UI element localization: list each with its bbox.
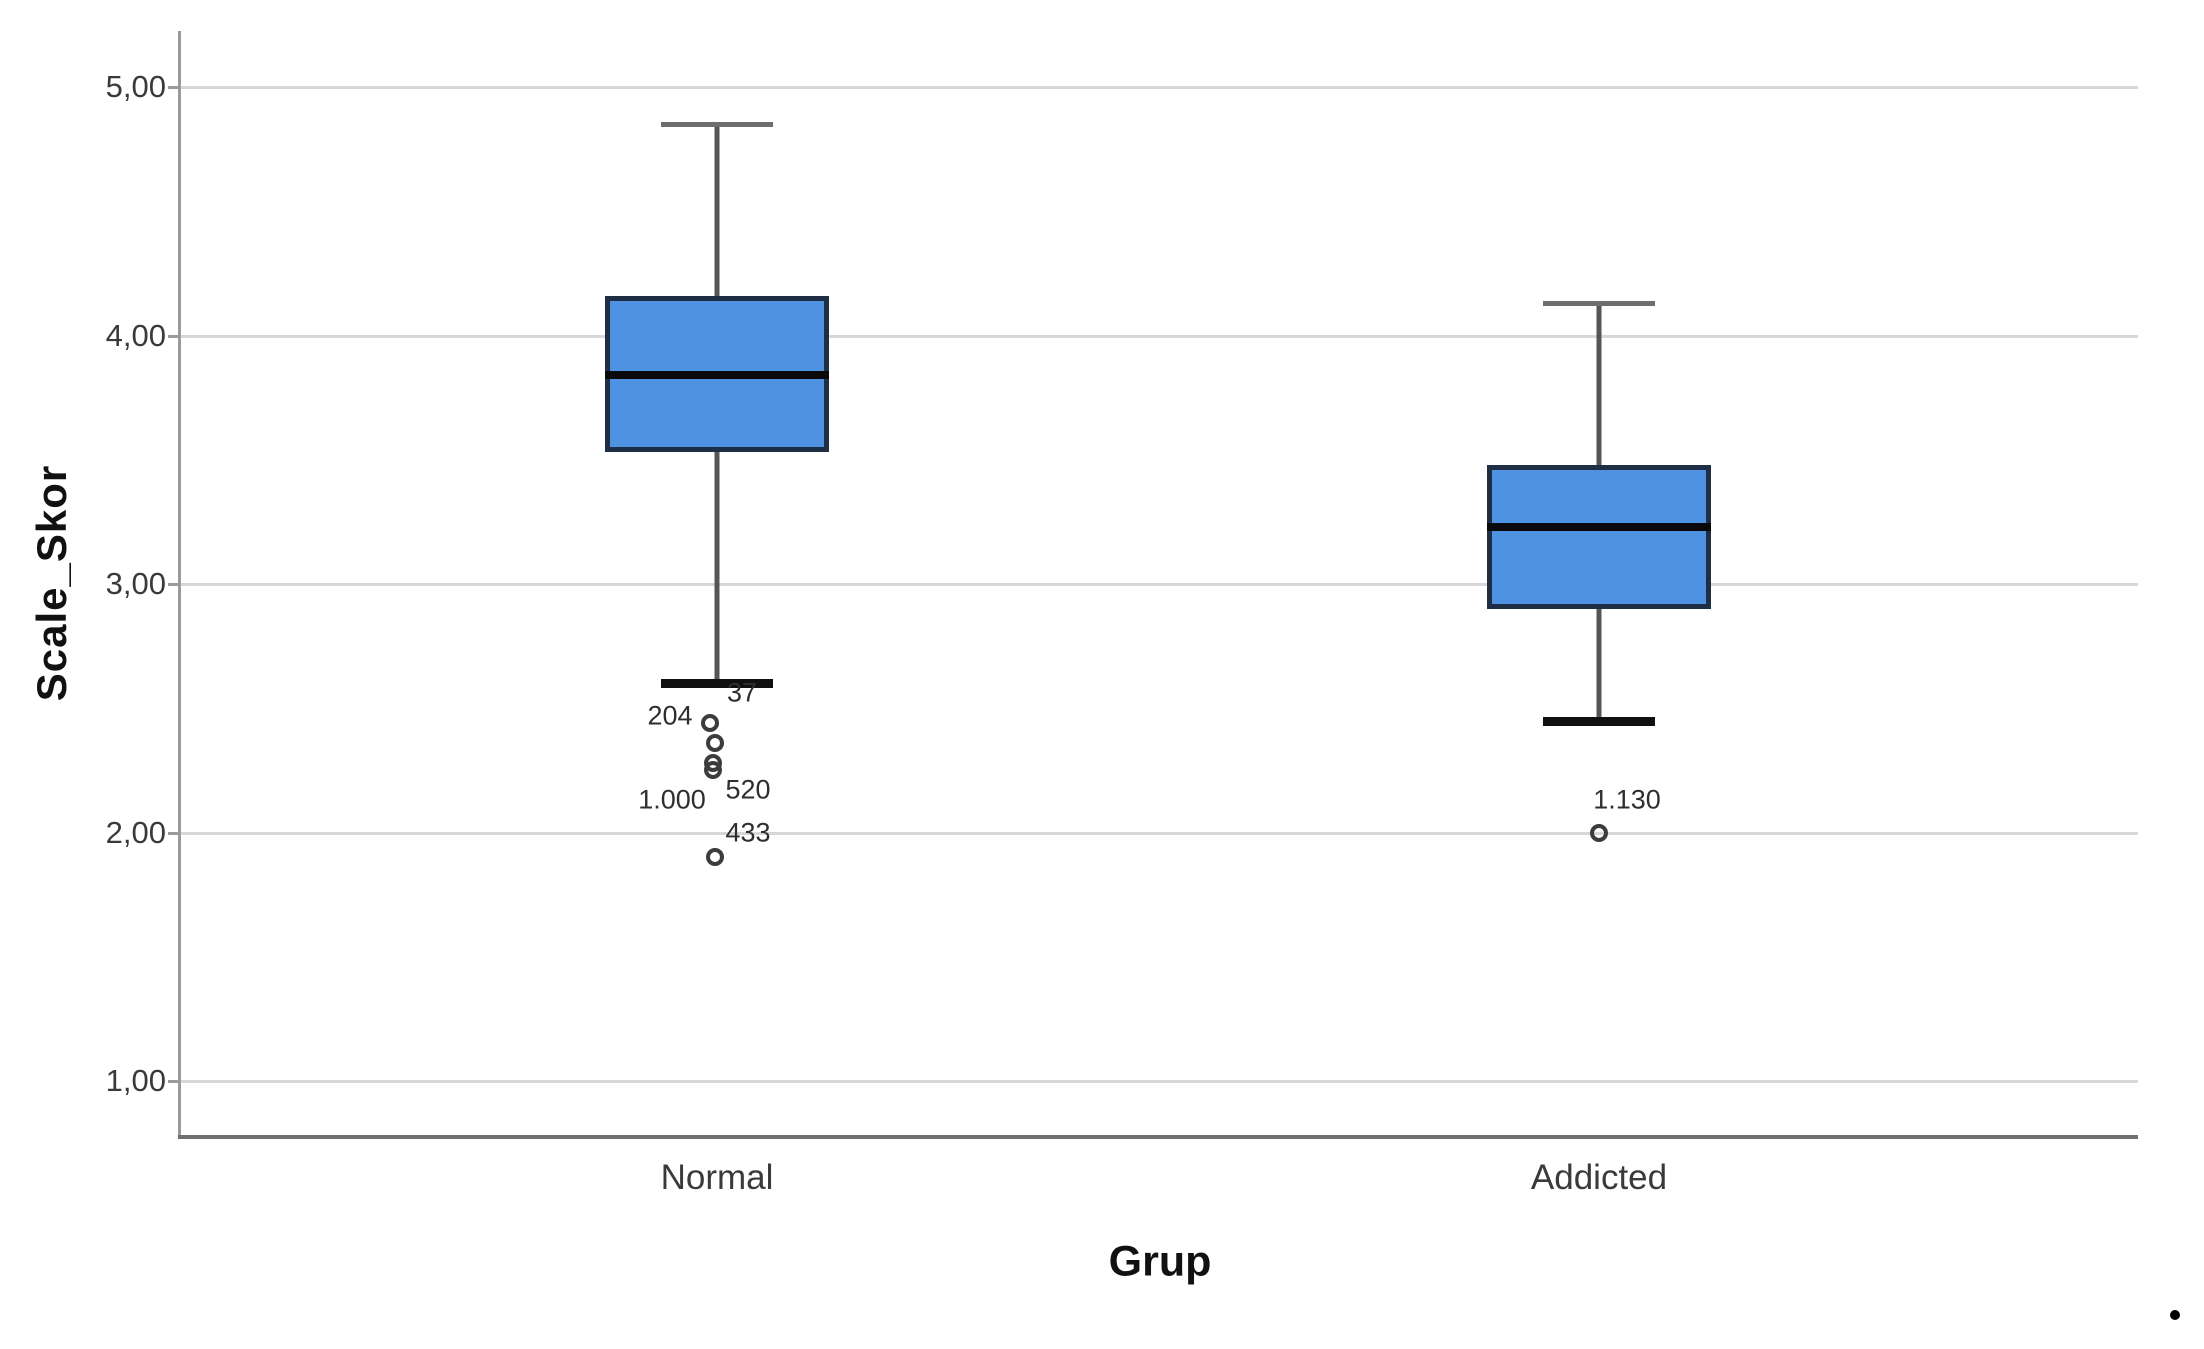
upper-whisker-cap: [661, 122, 773, 128]
y-tick-label: 4,00: [105, 317, 166, 353]
upper-whisker-cap: [1543, 301, 1655, 307]
y-gridline: [178, 1080, 2138, 1083]
y-tick-label: 5,00: [105, 69, 166, 104]
outlier-case-label: 204: [647, 700, 693, 731]
lower-whisker-stem: [1596, 608, 1602, 721]
y-tick-mark: [168, 1080, 178, 1083]
lower-whisker-stem: [714, 452, 720, 684]
median-line: [1487, 522, 1711, 531]
lower-whisker-cap: [661, 679, 773, 689]
outlier-case-label: 1.000: [638, 784, 706, 815]
outlier-circle: [704, 761, 722, 780]
upper-whisker-stem: [1596, 303, 1602, 465]
x-category-label-normal: Normal: [660, 1158, 774, 1197]
y-gridline: [178, 334, 2138, 338]
median-line: [605, 371, 829, 380]
y-tick-label: 2,00: [105, 814, 166, 850]
outlier-case-label: 433: [725, 817, 771, 847]
lower-whisker-cap: [1543, 716, 1655, 726]
y-gridline: [178, 86, 2138, 89]
y-axis-line: [178, 31, 181, 1135]
outlier-circle: [706, 848, 724, 867]
upper-whisker-stem: [714, 124, 720, 296]
y-tick-mark: [168, 334, 178, 338]
y-gridline: [178, 583, 2138, 586]
outlier-circle: [1590, 823, 1608, 842]
stray-period-dot: [2170, 1310, 2180, 1320]
y-tick-label: 1,00: [105, 1063, 166, 1098]
x-axis-title: Grup: [1108, 1237, 1212, 1286]
outlier-case-label: 1.130: [1593, 784, 1661, 815]
outlier-circle: [701, 714, 719, 733]
box-addicted: [1487, 464, 1711, 609]
y-gridline: [178, 831, 2138, 835]
outlier-case-label: 37: [726, 677, 758, 708]
outlier-case-label: 520: [725, 774, 771, 805]
y-tick-mark: [168, 86, 178, 89]
y-axis-title: Scale_Skor: [28, 464, 75, 702]
y-tick-mark: [168, 831, 178, 835]
y-tick-mark: [168, 583, 178, 586]
x-axis-line: [178, 1135, 2138, 1139]
x-category-label-addicted: Addicted: [1530, 1158, 1668, 1197]
outlier-circle: [706, 734, 724, 753]
y-tick-label: 3,00: [105, 566, 166, 601]
